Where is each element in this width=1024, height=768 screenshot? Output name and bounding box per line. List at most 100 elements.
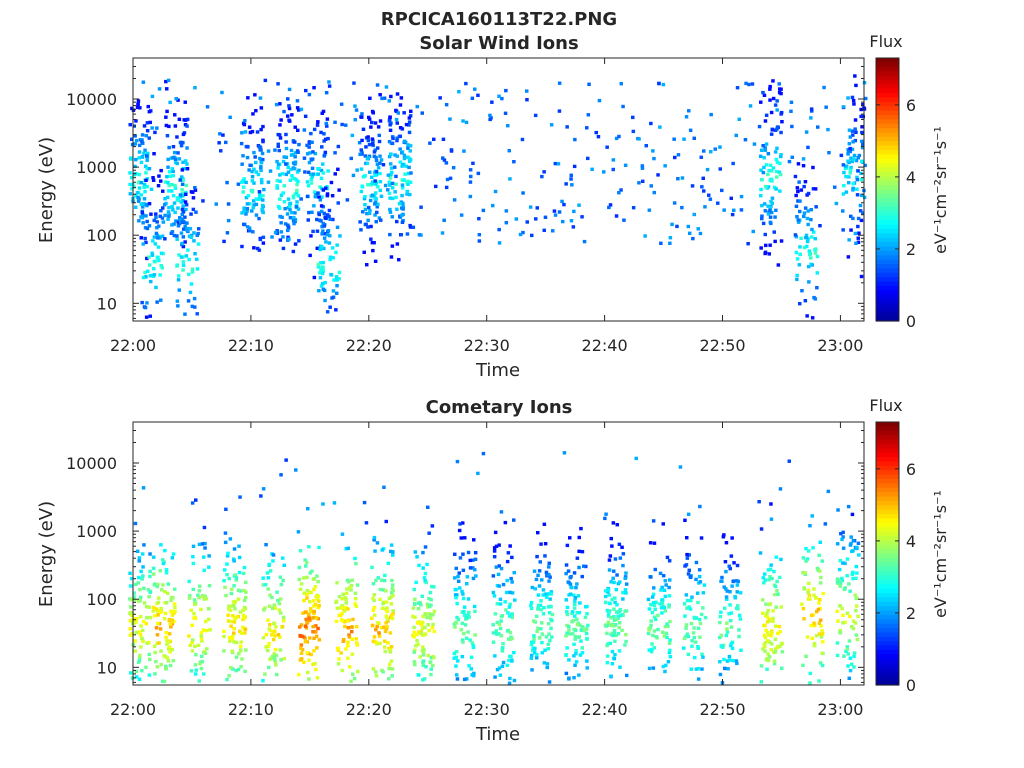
heatmap-cell (607, 205, 611, 210)
heatmap-cell (184, 203, 189, 207)
heatmap-cell (366, 218, 370, 222)
heatmap-cell (766, 204, 770, 208)
heatmap-cell (660, 601, 665, 605)
heatmap-cell (302, 128, 307, 132)
heatmap-cell (295, 182, 299, 187)
heatmap-cell (420, 594, 424, 598)
heatmap-cell (736, 604, 740, 608)
heatmap-cell (613, 596, 617, 600)
colorbar-unit-label: eV⁻¹cm⁻²sr⁻¹s⁻¹ (931, 126, 950, 254)
heatmap-cell (373, 259, 378, 263)
heatmap-cell (189, 212, 193, 216)
heatmap-cell (262, 608, 266, 612)
heatmap-cell (137, 575, 141, 580)
heatmap-cell (767, 168, 771, 173)
heatmap-cell (232, 631, 236, 635)
heatmap-cell (728, 590, 732, 594)
heatmap-cell (180, 192, 185, 196)
heatmap-cell (806, 222, 810, 227)
heatmap-cell (537, 584, 542, 588)
heatmap-cell (150, 251, 154, 255)
heatmap-cell (321, 502, 325, 506)
heatmap-cell (584, 605, 588, 609)
heatmap-cell (320, 195, 324, 199)
heatmap-cell (175, 237, 179, 241)
heatmap-cell (373, 613, 377, 617)
heatmap-cell (647, 666, 652, 671)
heatmap-cell (473, 557, 478, 561)
heatmap-cell (568, 632, 572, 636)
heatmap-cell (801, 663, 805, 667)
heatmap-cell (508, 630, 513, 635)
colorbar-swatch (876, 439, 899, 445)
heatmap-cell (312, 604, 316, 608)
colorbar-swatch (876, 505, 899, 511)
heatmap-cell (309, 177, 314, 181)
heatmap-cell (173, 210, 177, 215)
heatmap-cell (264, 543, 268, 547)
heatmap-cell (577, 535, 581, 540)
heatmap-cell (371, 139, 375, 143)
heatmap-cell (807, 264, 811, 269)
heatmap-cell (307, 160, 312, 165)
heatmap-cell (853, 127, 857, 131)
colorbar-swatch (876, 62, 899, 68)
heatmap-cell (175, 263, 179, 267)
heatmap-cell (141, 221, 145, 225)
heatmap-cell (316, 580, 320, 584)
heatmap-cell (379, 626, 384, 630)
heatmap-cell (468, 194, 473, 199)
heatmap-cell (422, 576, 427, 580)
colorbar-swatch (876, 619, 899, 625)
heatmap-cell (165, 109, 169, 114)
heatmap-cell (697, 574, 702, 579)
colorbar-swatch (876, 150, 899, 156)
heatmap-cell (653, 567, 657, 572)
heatmap-cell (652, 603, 657, 608)
heatmap-cell (365, 211, 369, 216)
heatmap-cell (152, 267, 156, 271)
heatmap-cell (242, 206, 246, 210)
heatmap-cell (312, 636, 316, 640)
heatmap-cell (147, 652, 152, 657)
heatmap-cell (469, 655, 474, 659)
heatmap-cell (462, 605, 467, 609)
heatmap-cell (571, 618, 576, 623)
heatmap-cell (686, 512, 691, 516)
heatmap-cell (132, 621, 136, 625)
heatmap-cell (374, 674, 379, 678)
heatmap-cell (150, 253, 155, 257)
heatmap-cell (298, 625, 302, 629)
heatmap-cell (381, 588, 386, 592)
heatmap-cell (166, 582, 171, 586)
heatmap-cell (137, 186, 142, 190)
heatmap-cell (727, 658, 732, 662)
heatmap-cell (266, 576, 271, 580)
heatmap-cell (823, 522, 828, 526)
heatmap-cell (737, 628, 741, 632)
colorbar-swatch (876, 281, 899, 287)
heatmap-cell (238, 589, 243, 593)
heatmap-cell (320, 111, 324, 115)
heatmap-cell (861, 102, 865, 107)
heatmap-cell (141, 205, 145, 209)
heatmap-cell (667, 641, 672, 645)
heatmap-cell (713, 147, 717, 151)
colorbar-title: Flux (869, 32, 902, 51)
heatmap-cell (345, 587, 349, 591)
heatmap-cell (180, 212, 184, 217)
heatmap-cell (370, 142, 375, 146)
heatmap-cell (572, 676, 576, 680)
heatmap-cell (358, 152, 362, 156)
heatmap-cell (252, 181, 256, 185)
heatmap-cell (139, 193, 143, 197)
heatmap-cell (302, 591, 306, 595)
heatmap-cell (388, 207, 392, 212)
heatmap-cell (767, 578, 771, 582)
heatmap-cell (608, 554, 613, 558)
heatmap-cell (134, 119, 138, 123)
heatmap-cell (761, 170, 766, 175)
heatmap-cell (421, 614, 425, 618)
heatmap-cell (198, 584, 202, 588)
heatmap-cell (667, 594, 672, 598)
